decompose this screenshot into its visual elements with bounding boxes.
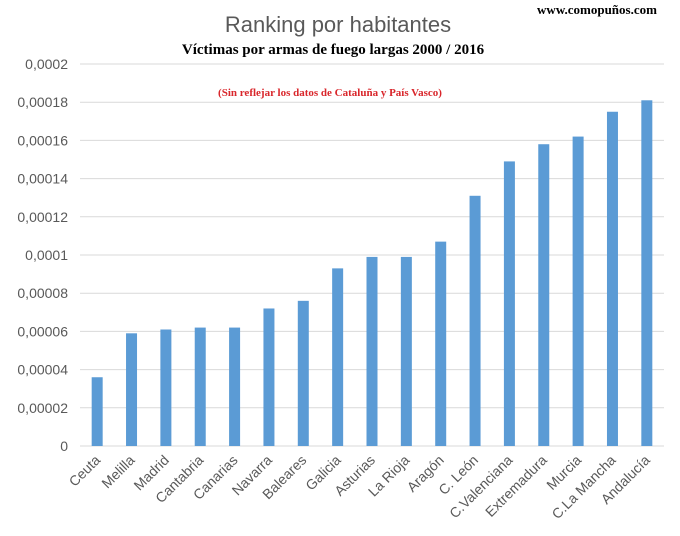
bar-c-le-n: [469, 195, 481, 446]
chart-title: Ranking por habitantes: [225, 12, 451, 37]
y-tick-label: 0,00018: [17, 94, 68, 110]
y-tick-label: 0,0001: [25, 247, 68, 263]
bar-arag-n: [435, 241, 447, 446]
y-tick-label: 0: [60, 438, 68, 454]
bar-la-rioja: [400, 256, 412, 446]
bar-navarra: [263, 308, 275, 446]
bar-andaluc-a: [641, 100, 653, 446]
bar-asturias: [366, 256, 378, 446]
y-tick-label: 0,0002: [25, 56, 68, 72]
y-tick-label: 0,00004: [17, 362, 68, 378]
y-tick-label: 0,00006: [17, 323, 68, 339]
website-label: www.comopuños.com: [537, 2, 657, 17]
x-tick-label: Melilla: [98, 452, 138, 492]
chart-note: (Sin reflejar los datos de Cataluña y Pa…: [218, 87, 442, 99]
y-tick-label: 0,00002: [17, 400, 68, 416]
bar-extremadura: [538, 144, 550, 446]
bar-c-la-mancha: [606, 111, 618, 446]
bar-canarias: [229, 327, 241, 446]
bar-c-valenciana: [503, 161, 515, 446]
y-tick-label: 0,00014: [17, 171, 68, 187]
y-tick-label: 0,00012: [17, 209, 68, 225]
y-tick-label: 0,00008: [17, 285, 68, 301]
y-tick-label: 0,00016: [17, 132, 68, 148]
bar-cantabria: [194, 327, 206, 446]
x-axis: CeutaMelillaMadridCantabriaCanariasNavar…: [66, 452, 654, 522]
bar-murcia: [572, 136, 584, 446]
bar-baleares: [297, 300, 309, 446]
bar-melilla: [126, 333, 138, 446]
bars: [91, 100, 653, 446]
y-axis: 0 0,00002 0,00004 0,00006 0,00008 0,0001 0,000…: [17, 56, 68, 454]
x-tick-label: Ceuta: [66, 452, 104, 490]
chart-subtitle: Víctimas por armas de fuego largas 2000 …: [182, 42, 485, 58]
bar-ceuta: [91, 377, 103, 446]
bar-madrid: [160, 329, 172, 446]
bar-galicia: [332, 268, 344, 446]
